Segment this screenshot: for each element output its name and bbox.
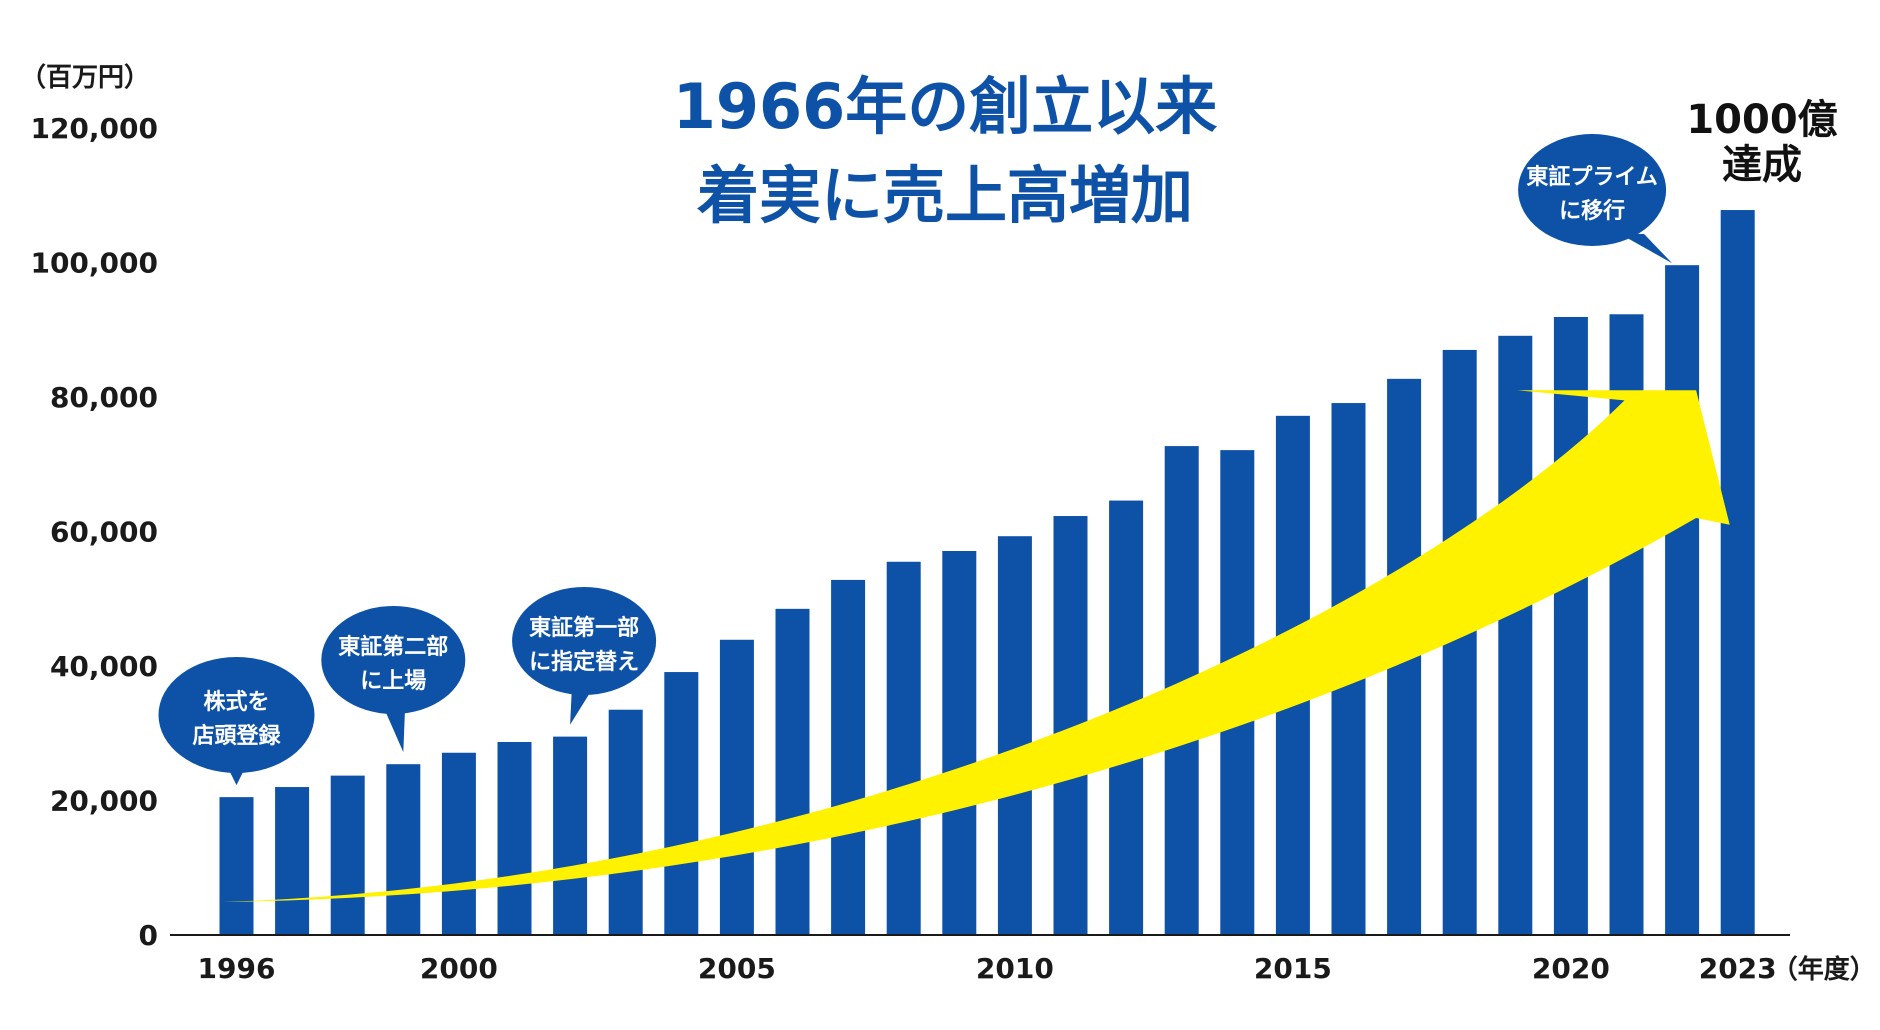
bar-2006 xyxy=(775,608,810,935)
bubble-text: 東証プライム xyxy=(1526,164,1658,190)
x-tick-label: 2000 xyxy=(420,952,498,985)
x-axis-unit: （年度） xyxy=(1772,954,1876,985)
bubble-text: に指定替え xyxy=(529,649,639,675)
bubble-text: 東証第二部 xyxy=(338,634,448,660)
chart-title-line1: 1966年の創立以来 xyxy=(673,70,1218,143)
bubble-shape xyxy=(1518,134,1667,246)
bubble-text: 株式を xyxy=(203,690,269,715)
bar-2004 xyxy=(664,672,699,935)
chart-title-line2: 着実に売上高増加 xyxy=(697,159,1193,232)
bubble-text: 東証第一部 xyxy=(529,615,639,641)
bubble-text: に上場 xyxy=(360,669,426,694)
y-tick-label: 60,000 xyxy=(50,516,158,549)
bar-2007 xyxy=(831,579,866,935)
bubble-text: 店頭登録 xyxy=(192,723,281,749)
milestone-line2: 達成 xyxy=(1722,142,1802,188)
bar-2000 xyxy=(441,752,476,935)
bar-1999 xyxy=(386,764,421,935)
bubble-tail xyxy=(381,702,406,753)
bubble-shape xyxy=(158,657,315,773)
bar-2022 xyxy=(1665,265,1700,935)
bar-2009 xyxy=(942,551,977,935)
y-tick-label: 100,000 xyxy=(30,247,158,280)
bar-1997 xyxy=(275,787,310,935)
bar-2019 xyxy=(1498,335,1533,935)
bar-2023 xyxy=(1720,210,1755,936)
bubble-shape xyxy=(321,606,466,714)
bar-1998 xyxy=(330,775,365,935)
bar-2010 xyxy=(997,536,1032,935)
bubble-shape xyxy=(512,587,657,695)
bar-2003 xyxy=(608,709,643,935)
milestone-line1: 1000億 xyxy=(1686,97,1837,143)
bubble-tail xyxy=(1620,234,1673,264)
x-tick-label: 2015 xyxy=(1254,952,1332,985)
x-tick-label: 2020 xyxy=(1532,952,1610,985)
y-tick-label: 40,000 xyxy=(50,650,158,683)
bar-2002 xyxy=(553,736,588,935)
bar-1996 xyxy=(219,797,254,935)
x-tick-label: 2010 xyxy=(976,952,1054,985)
growth-arrow xyxy=(222,390,1730,902)
bar-2008 xyxy=(886,561,921,935)
bar-2001 xyxy=(497,741,532,935)
x-axis-ticks: 1996 2000 2005 2010 2015 2020 2023 xyxy=(198,952,1777,985)
x-tick-label: 2005 xyxy=(698,952,776,985)
x-tick-label: 1996 xyxy=(198,952,276,985)
y-tick-label: 20,000 xyxy=(50,785,158,818)
growth-arrow-shape xyxy=(222,390,1730,902)
y-tick-label: 120,000 xyxy=(30,112,158,145)
bar-2020 xyxy=(1553,316,1588,935)
bar-2005 xyxy=(719,639,754,935)
x-tick-label: 2023 xyxy=(1699,952,1777,985)
y-axis-ticks: 0 20,000 40,000 60,000 80,000 100,000 120,000 xyxy=(30,112,158,952)
bar-series xyxy=(219,210,1755,936)
bubble-text: に移行 xyxy=(1559,198,1625,224)
y-tick-label: 0 xyxy=(139,919,158,952)
y-axis-unit: （百万円） xyxy=(20,63,150,93)
y-tick-label: 80,000 xyxy=(50,381,158,414)
